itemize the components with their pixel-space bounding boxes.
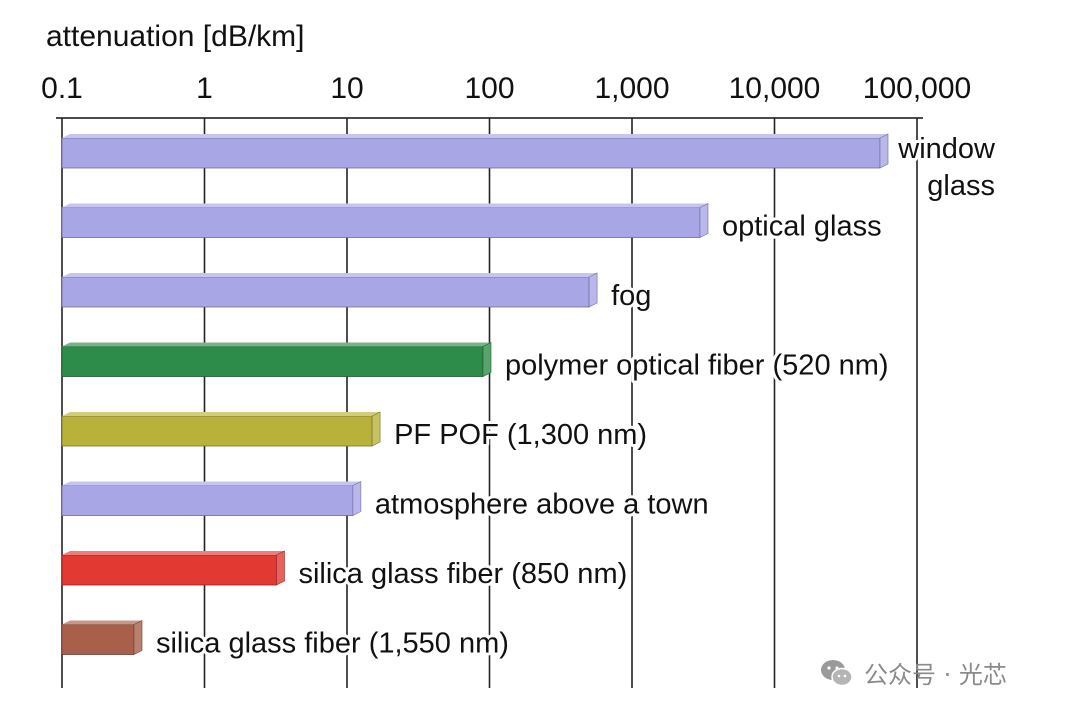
bar-label: fog (611, 280, 651, 312)
bar (61, 272, 598, 308)
bar-label: atmosphere above a town (375, 489, 709, 521)
wechat-icon (821, 659, 853, 686)
bar-label: silica glass fiber (1,550 nm) (156, 628, 509, 660)
tick-label: 1,000 (594, 72, 669, 105)
bar-label: optical glass (722, 211, 882, 243)
bar (61, 342, 492, 377)
bar-label: silica glass fiber (850 nm) (298, 558, 627, 590)
watermark: 公众号 · 光芯 (820, 655, 1007, 690)
tick-label: 100,000 (863, 72, 971, 105)
axis-title: attenuation [dB/km] (46, 20, 305, 53)
tick-label: 100 (464, 72, 514, 105)
bar (61, 203, 709, 238)
tick-label: 0.1 (41, 72, 83, 105)
bar-label: PF POF (1,300 nm) (394, 419, 647, 451)
bar (61, 620, 143, 655)
bar (61, 481, 362, 516)
bar-label: window (897, 133, 996, 165)
bar (61, 133, 889, 169)
tick-label: 1 (196, 72, 213, 105)
tick-label: 10,000 (729, 72, 821, 105)
watermark-text: 公众号 · 光芯 (864, 661, 1007, 689)
tick-label: 10 (330, 72, 363, 105)
bar-label: polymer optical fiber (520 nm) (505, 350, 889, 382)
bar (61, 411, 381, 447)
bar-label: glass (927, 170, 995, 202)
bar (61, 550, 285, 586)
